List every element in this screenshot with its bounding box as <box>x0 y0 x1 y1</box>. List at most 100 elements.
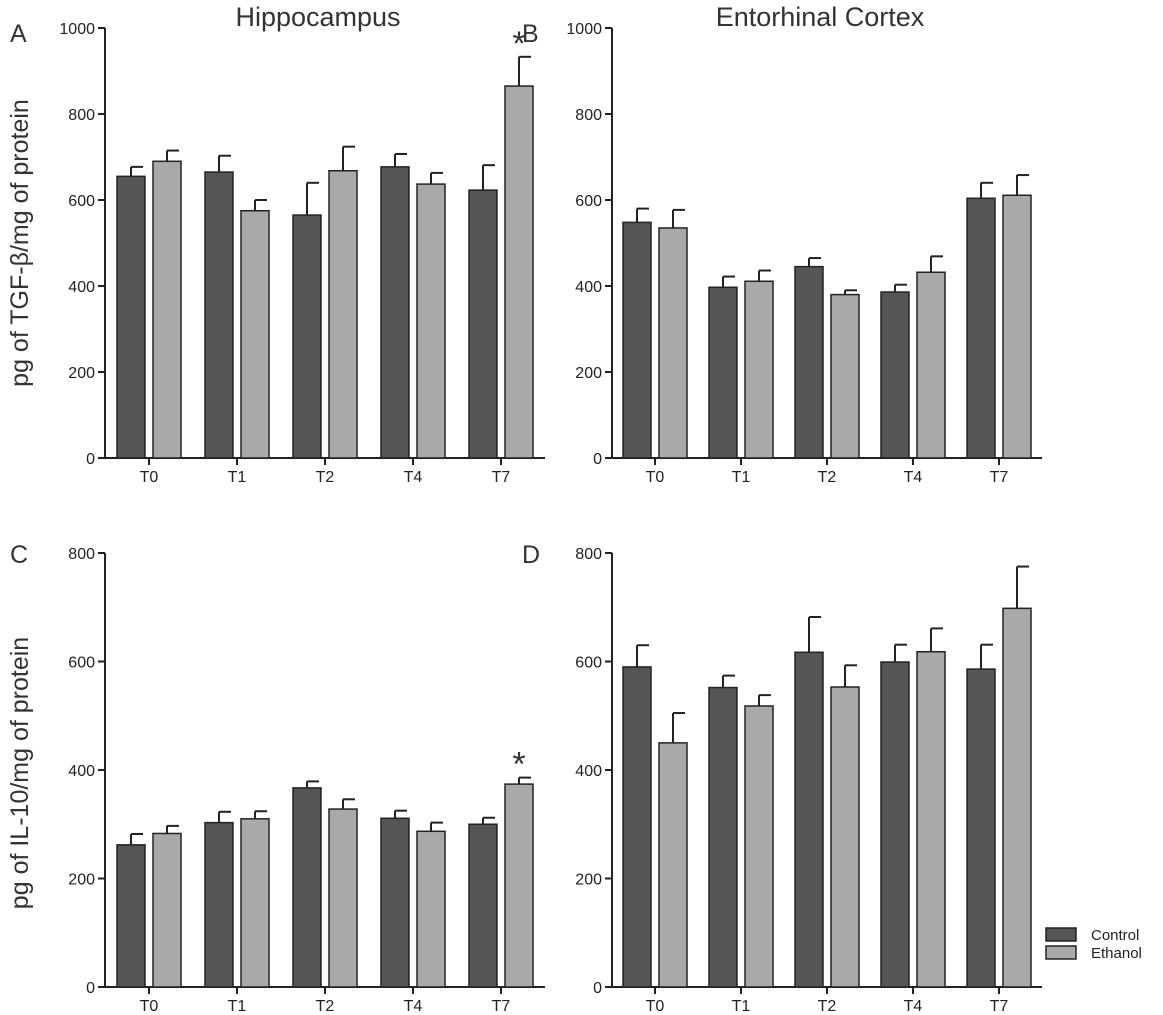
x-tick-label: T2 <box>316 998 335 1015</box>
legend: Control Ethanol <box>1045 927 1142 962</box>
bar-ethanol <box>504 85 534 459</box>
y-tick-label: 1000 <box>566 21 602 38</box>
bar-control <box>622 221 652 459</box>
x-tick-label: T4 <box>904 469 923 486</box>
title-hippocampus: Hippocampus <box>235 2 400 32</box>
panel-c: C 0 200 400 600 800 T0 T1 T2 T4 T7 * <box>10 541 545 1015</box>
bar-control <box>116 844 146 988</box>
legend-label-control: Control <box>1091 927 1139 944</box>
y-tick-label: 600 <box>575 655 602 672</box>
bar-ethanol <box>1002 194 1032 459</box>
y-tick-label: 200 <box>68 365 95 382</box>
bar-ethanol <box>830 293 860 459</box>
y-tick-label: 400 <box>68 279 95 296</box>
x-tick-label: T1 <box>732 998 751 1015</box>
bar-ethanol <box>152 832 182 988</box>
y-tick-label: 0 <box>593 980 602 997</box>
y-tick-label: 600 <box>575 193 602 210</box>
x-tick-label: T1 <box>228 469 247 486</box>
bar-control <box>880 661 910 988</box>
bar-control <box>966 668 996 988</box>
bar-ethanol <box>328 808 358 988</box>
y-tick-label: 200 <box>575 872 602 889</box>
y-tick-label: 0 <box>86 451 95 468</box>
x-tick-label: T0 <box>646 469 665 486</box>
x-tick-label: T4 <box>904 998 923 1015</box>
ylabel-tgf-beta: pg of TGF-β/mg of protein <box>6 99 34 387</box>
significance-mark: * <box>512 746 525 784</box>
bar-ethanol <box>916 650 946 988</box>
bar-control <box>292 787 322 988</box>
bar-ethanol <box>416 183 446 459</box>
panel-letter: D <box>522 541 540 569</box>
bar-ethanol <box>658 227 688 459</box>
bar-control <box>468 823 498 988</box>
y-tick-label: 800 <box>68 546 95 563</box>
bar-control <box>966 197 996 459</box>
title-entorhinal-cortex: Entorhinal Cortex <box>716 2 925 32</box>
bar-control <box>794 265 824 459</box>
bar-ethanol <box>1002 607 1032 988</box>
x-tick-label: T7 <box>990 469 1009 486</box>
x-tick-label: T2 <box>818 998 837 1015</box>
x-tick-label: T4 <box>404 998 423 1015</box>
x-tick-label: T4 <box>404 469 423 486</box>
panel-b: B 0 200 400 600 800 1000 T0 T1 T2 T4 T7 <box>522 20 1042 486</box>
y-tick-label: 0 <box>86 980 95 997</box>
y-tick-label: 800 <box>68 107 95 124</box>
panel-letter: C <box>10 541 28 569</box>
x-tick-label: T0 <box>140 998 159 1015</box>
bar-control <box>622 666 652 988</box>
y-tick-label: 200 <box>68 872 95 889</box>
y-tick-label: 800 <box>575 546 602 563</box>
bar-control <box>204 171 234 459</box>
ylabel-il-10: pg of IL-10/mg of protein <box>6 637 34 909</box>
bar-control <box>794 651 824 988</box>
panel-d: D 0 200 400 600 800 T0 T1 T2 T4 T7 <box>522 541 1042 1015</box>
bar-control <box>116 175 146 459</box>
significance-mark: * <box>512 25 525 63</box>
bar-control <box>204 821 234 988</box>
y-tick-label: 1000 <box>59 21 95 38</box>
bar-ethanol <box>152 160 182 459</box>
x-tick-label: T0 <box>646 998 665 1015</box>
panel-a: A 0 200 400 600 800 1000 T0 T1 T2 T4 T7 * <box>10 20 545 486</box>
x-tick-label: T2 <box>818 469 837 486</box>
y-tick-label: 400 <box>575 279 602 296</box>
bar-ethanol <box>328 170 358 459</box>
y-tick-label: 200 <box>575 365 602 382</box>
x-tick-label: T1 <box>228 998 247 1015</box>
bar-ethanol <box>240 210 270 459</box>
x-tick-label: T7 <box>492 998 511 1015</box>
x-tick-label: T2 <box>316 469 335 486</box>
bar-ethanol <box>744 705 774 988</box>
bar-ethanol <box>744 280 774 459</box>
bar-control <box>880 291 910 459</box>
y-tick-label: 400 <box>68 763 95 780</box>
bar-control <box>468 189 498 459</box>
bar-control <box>380 817 410 988</box>
x-tick-label: T7 <box>990 998 1009 1015</box>
legend-swatch-ethanol <box>1045 945 1077 960</box>
bar-ethanol <box>830 686 860 988</box>
y-tick-label: 600 <box>68 655 95 672</box>
bar-ethanol <box>416 830 446 988</box>
x-tick-label: T7 <box>492 469 511 486</box>
bar-control <box>708 286 738 459</box>
y-tick-label: 600 <box>68 193 95 210</box>
y-tick-label: 400 <box>575 763 602 780</box>
panel-letter: A <box>10 20 27 48</box>
y-tick-label: 800 <box>575 107 602 124</box>
legend-swatch-control <box>1045 927 1077 942</box>
bar-ethanol <box>658 742 688 988</box>
bar-ethanol <box>916 271 946 459</box>
x-tick-label: T1 <box>732 469 751 486</box>
legend-label-ethanol: Ethanol <box>1091 945 1142 962</box>
y-tick-label: 0 <box>593 451 602 468</box>
bar-ethanol <box>240 818 270 988</box>
bar-control <box>380 166 410 459</box>
panel-letter: B <box>522 20 539 48</box>
x-tick-label: T0 <box>140 469 159 486</box>
bar-control <box>292 214 322 459</box>
